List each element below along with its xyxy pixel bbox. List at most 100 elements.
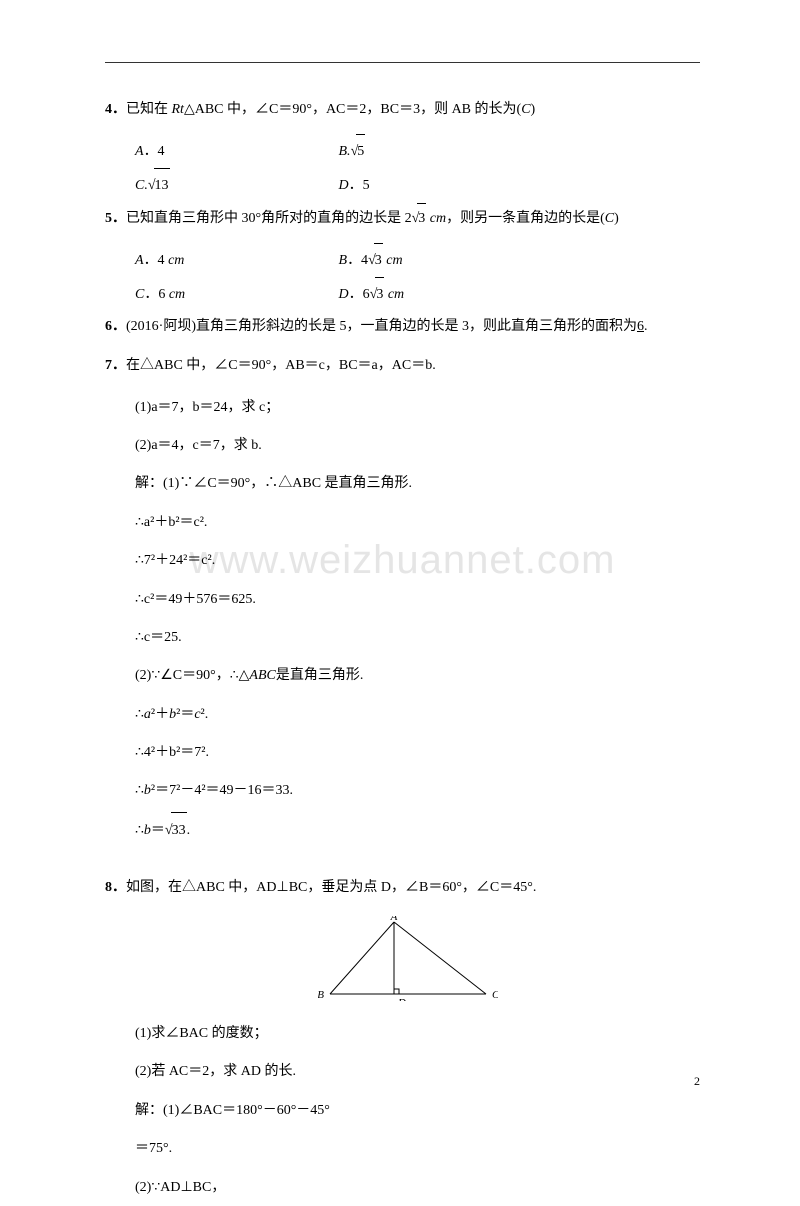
q7-sol10b: b <box>144 823 151 838</box>
q5-opts-row2: C．6 cm D．63 cm <box>105 277 710 312</box>
sqrt-icon: 3 <box>370 277 385 312</box>
q8-num: 8． <box>105 880 126 895</box>
q5-ans: C <box>605 211 614 226</box>
q7-sol7e: ²＝ <box>176 707 194 722</box>
question-7: 7．在△ABC 中，∠C＝90°，AB＝c，BC＝a，AC＝b. <box>105 351 710 382</box>
q5-optB-unit: cm <box>383 253 403 268</box>
q7-steps: (1)a＝7，b＝24，求 c； (2)a＝4，c＝7，求 b. 解：(1)∵∠… <box>105 390 710 850</box>
q4-opts-row1: A．4 B. 5 <box>105 134 710 169</box>
svg-text:D: D <box>397 997 406 1001</box>
q5-num: 5． <box>105 211 126 226</box>
q7-sol10a: ∴ <box>135 823 144 838</box>
q5-optD-label: D <box>339 287 349 302</box>
q4-t3: ) <box>531 102 536 117</box>
q8-sol-label: 解： <box>135 1103 163 1118</box>
q7-sol6a: (2)∵∠C＝90°，∴△ <box>135 668 249 683</box>
q4-num: 4． <box>105 102 126 117</box>
q5-rad1: 3 <box>417 203 426 235</box>
q4-optC-rad: 13 <box>154 168 170 203</box>
question-6: 6．(2016·阿坝)直角三角形斜边的长是 5，一直角边的长是 3，则此直角三角… <box>105 312 710 343</box>
q5-optA-text: ．4 <box>144 253 169 268</box>
q4-ans: C <box>521 102 530 117</box>
q5-optB-label: B <box>339 253 348 268</box>
question-8: 8．如图，在△ABC 中，AD⊥BC，垂足为点 D，∠B＝60°，∠C＝45°. <box>105 873 710 904</box>
q7-sol2: ∴a²＋b²＝c². <box>135 505 710 541</box>
q8-sol1: (1)∠BAC＝180°－60°－45° <box>163 1103 330 1118</box>
q8-s1: (1)求∠BAC 的度数； <box>135 1016 710 1052</box>
q7-sol7b: a <box>144 707 151 722</box>
spacer <box>105 851 710 873</box>
triangle-figure: A B C D <box>105 916 710 1008</box>
sqrt-icon: 3 <box>368 243 383 278</box>
q8-sol3: (2)∵AD⊥BC， <box>135 1170 710 1206</box>
q4-optD-text: ．5 <box>349 178 370 193</box>
question-4: 4．已知在 Rt△ABC 中，∠C＝90°，AC＝2，BC＝3，则 AB 的长为… <box>105 95 710 126</box>
q7-sol3: ∴7²＋24²＝c². <box>135 543 710 579</box>
q4-rt: Rt <box>172 102 184 117</box>
q4-t1: 已知在 <box>126 102 172 117</box>
q7-sol-label: 解： <box>135 476 163 491</box>
q6-text: (2016·阿坝)直角三角形斜边的长是 5，一直角边的长是 3，则此直角三角形的… <box>126 319 637 334</box>
q4-t2: △ABC 中，∠C＝90°，AC＝2，BC＝3，则 AB 的长为( <box>184 102 521 117</box>
q7-sol10rad: 33 <box>171 812 187 849</box>
sqrt-icon: 5 <box>351 134 366 169</box>
q4-optA-text: ．4 <box>144 144 165 159</box>
svg-text:B: B <box>318 989 324 1001</box>
q6-t2: . <box>644 319 648 334</box>
q4-optB-label: B. <box>339 144 351 159</box>
q7-num: 7． <box>105 358 126 373</box>
q6-num: 6． <box>105 319 126 334</box>
svg-text:A: A <box>389 916 397 923</box>
q5-t3: ，则另一条直角边的长是( <box>446 211 605 226</box>
q8-s2: (2)若 AC＝2，求 AD 的长. <box>135 1054 710 1090</box>
q5-optB-text: ．4 <box>347 253 368 268</box>
q5-optD-unit: cm <box>384 287 404 302</box>
q5-optC-label: C <box>135 287 144 302</box>
header-rule <box>105 62 700 63</box>
q7-sol7g: ². <box>201 707 209 722</box>
q5-t4: ) <box>614 211 619 226</box>
q7-sol9a: ∴ <box>135 783 144 798</box>
q7-sol9b: b <box>144 783 151 798</box>
q7-sol5: ∴c＝25. <box>135 620 710 656</box>
q5-optC-unit: cm <box>169 287 185 302</box>
q5-optC-text: ．6 <box>144 287 169 302</box>
sqrt-icon: 13 <box>148 168 170 203</box>
q6-ans: 6 <box>637 319 644 334</box>
q7-sol9c: ²＝7²－4²＝49－16＝33. <box>151 783 293 798</box>
q7-sol10d: . <box>187 823 191 838</box>
q8-steps: (1)求∠BAC 的度数； (2)若 AC＝2，求 AD 的长. 解：(1)∠B… <box>105 1016 710 1206</box>
q7-text: 在△ABC 中，∠C＝90°，AB＝c，BC＝a，AC＝b. <box>126 358 436 373</box>
q7-sol6b: ABC <box>249 668 275 683</box>
q7-sol4: ∴c²＝49＋576＝625. <box>135 582 710 618</box>
q8-text: 如图，在△ABC 中，AD⊥BC，垂足为点 D，∠B＝60°，∠C＝45°. <box>126 880 536 895</box>
q8-sol2: ＝75°. <box>135 1131 710 1167</box>
q5-optD-text: ．6 <box>349 287 370 302</box>
q7-sol1: (1)∵∠C＝90°，∴△ABC 是直角三角形. <box>163 476 412 491</box>
svg-text:C: C <box>492 989 498 1001</box>
q5-optD-rad: 3 <box>375 277 384 312</box>
sqrt-icon: 3 <box>412 203 427 235</box>
q5-optB-rad: 3 <box>374 243 383 278</box>
q5-u1: cm <box>430 211 446 226</box>
sqrt-icon: 33 <box>165 812 187 849</box>
q5-opts-row1: A．4 cm B．43 cm <box>105 243 710 278</box>
q7-s2: (2)a＝4，c＝7，求 b. <box>135 428 710 464</box>
q4-optB-rad: 5 <box>356 134 365 169</box>
q7-sol8: ∴4²＋b²＝7². <box>135 735 710 771</box>
triangle-svg: A B C D <box>318 916 498 1001</box>
q4-optC-label: C. <box>135 178 148 193</box>
q7-sol7c: ²＋ <box>151 707 169 722</box>
q7-sol7a: ∴ <box>135 707 144 722</box>
q7-sol10c: ＝ <box>151 823 165 838</box>
q5-optA-label: A <box>135 253 144 268</box>
q4-opts-row2: C. 13 D．5 <box>105 168 710 203</box>
q4-optA-label: A <box>135 144 144 159</box>
q4-optD-label: D <box>339 178 349 193</box>
q7-s1: (1)a＝7，b＝24，求 c； <box>135 390 710 426</box>
q5-optA-unit: cm <box>168 253 184 268</box>
q5-t1: 已知直角三角形中 30°角所对的直角的边长是 2 <box>126 211 412 226</box>
page-content: 4．已知在 Rt△ABC 中，∠C＝90°，AC＝2，BC＝3，则 AB 的长为… <box>105 95 710 1206</box>
question-5: 5．已知直角三角形中 30°角所对的直角的边长是 2 3 cm，则另一条直角边的长… <box>105 203 710 235</box>
q7-sol6c: 是直角三角形. <box>276 668 364 683</box>
